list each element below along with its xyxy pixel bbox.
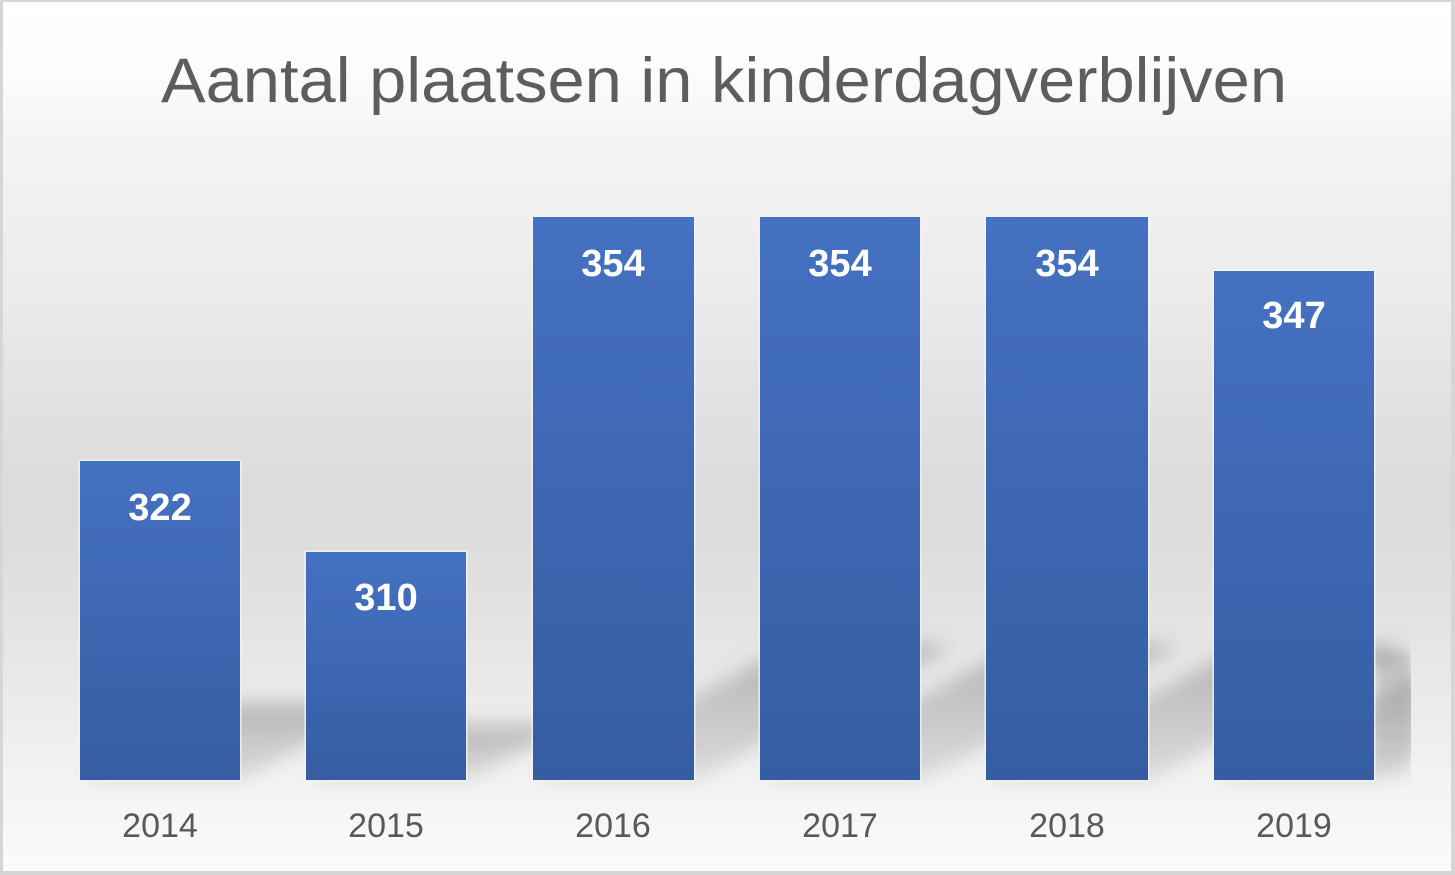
- svg-text:2019: 2019: [1256, 807, 1332, 845]
- svg-text:322: 322: [128, 487, 191, 529]
- svg-text:354: 354: [1035, 243, 1098, 285]
- svg-text:2014: 2014: [122, 807, 198, 845]
- svg-text:347: 347: [1262, 295, 1325, 337]
- svg-text:310: 310: [354, 577, 417, 619]
- svg-text:2018: 2018: [1029, 807, 1105, 845]
- svg-text:2017: 2017: [802, 807, 878, 845]
- svg-text:2015: 2015: [348, 807, 424, 845]
- svg-text:Aantal plaatsen in kinderdagve: Aantal plaatsen in kinderdagverblijven: [161, 46, 1287, 116]
- svg-text:354: 354: [808, 243, 871, 285]
- svg-text:354: 354: [581, 243, 644, 285]
- svg-text:2016: 2016: [575, 807, 651, 845]
